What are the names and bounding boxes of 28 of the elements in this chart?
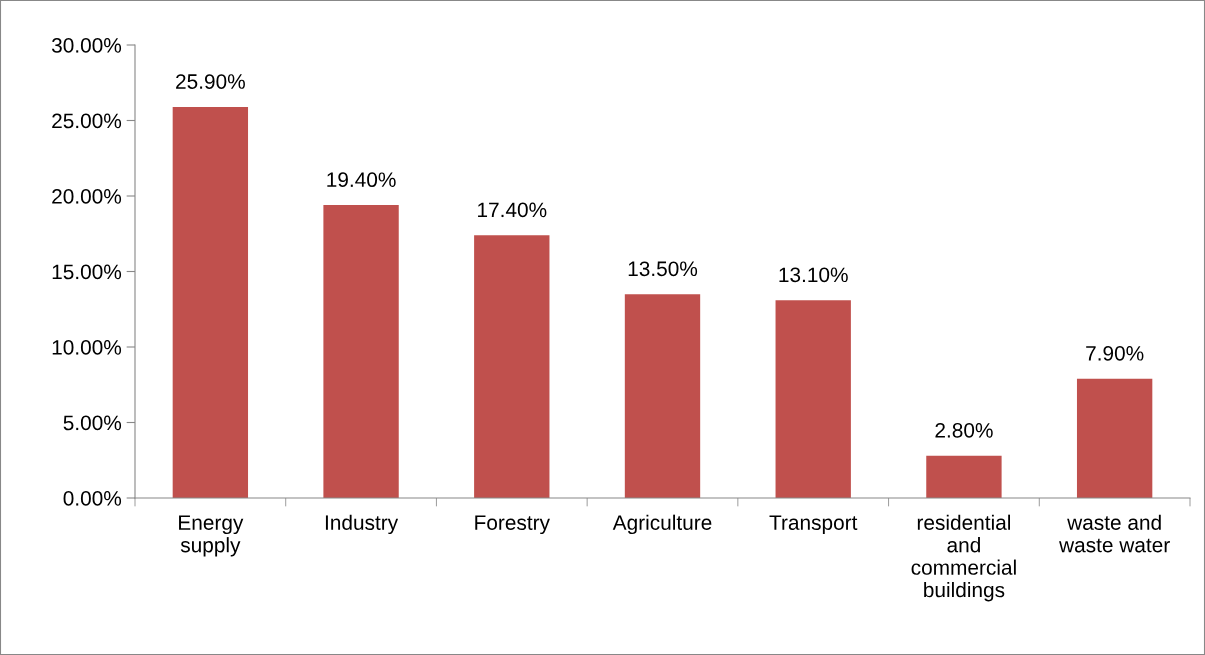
bar (775, 300, 851, 498)
data-label: 25.90% (176, 74, 245, 89)
x-tick-label: Transport (769, 515, 858, 535)
data-label: 13.50% (628, 261, 698, 277)
data-label: 7.90% (1086, 345, 1144, 361)
bar (172, 106, 249, 498)
bar (624, 294, 701, 498)
bar (474, 235, 550, 498)
x-tick-label: Energy supply (179, 515, 244, 557)
y-tick-label: 10.00% (52, 340, 122, 355)
x-tick-label: Forestry (475, 515, 550, 535)
data-label: 17.40% (478, 202, 547, 218)
x-tick-label: residential and commercial buildings (911, 514, 1016, 602)
y-tick-label: 25.00% (52, 113, 122, 129)
y-tick-label: 20.00% (52, 189, 122, 204)
x-tick-label: Industry (325, 514, 399, 535)
x-tick-label: Agriculture (612, 514, 712, 535)
x-tick-label: waste and waste water (1059, 514, 1170, 553)
bar (926, 455, 1002, 498)
y-tick-label: 0.00% (63, 491, 122, 506)
data-label: 19.40% (327, 172, 396, 188)
data-label: 13.10% (779, 267, 848, 283)
bar (323, 205, 399, 498)
y-tick-label: 15.00% (52, 264, 122, 280)
y-tick-label: 5.00% (63, 415, 122, 431)
bar (1076, 378, 1153, 498)
data-label: 2.80% (935, 422, 993, 438)
y-tick-label: 30.00% (51, 38, 122, 53)
